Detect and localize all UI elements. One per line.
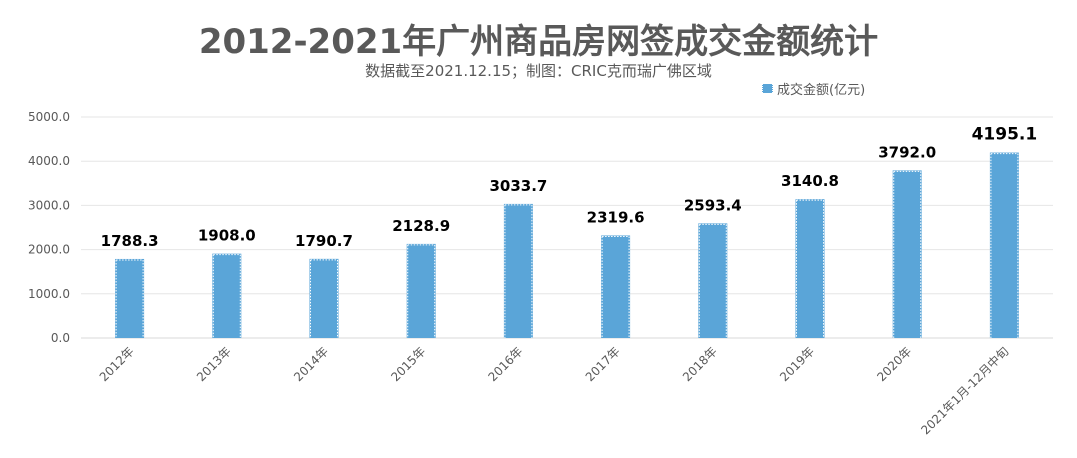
data-label: 1908.0 bbox=[198, 227, 256, 245]
chart-title: 2012-2021年广州商品房网签成交金额统计 bbox=[198, 22, 879, 62]
x-tick-label: 2014年 bbox=[291, 344, 331, 384]
bar bbox=[601, 235, 631, 338]
x-tick-label: 2015年 bbox=[388, 344, 428, 384]
data-label: 3033.7 bbox=[489, 177, 547, 195]
data-label: 2319.6 bbox=[587, 208, 645, 226]
x-tick-label: 2018年 bbox=[680, 344, 720, 384]
y-tick-label: 1000.0 bbox=[28, 287, 70, 301]
bar bbox=[309, 258, 339, 338]
legend-swatch bbox=[762, 84, 773, 93]
data-label: 4195.1 bbox=[972, 125, 1038, 145]
bar bbox=[503, 203, 533, 338]
chart-subtitle: 数据截至2021.12.15；制图：CRIC克而瑞广佛区域 bbox=[365, 62, 712, 80]
x-tick-label: 2021年1月-12月中旬 bbox=[918, 344, 1012, 438]
bar bbox=[989, 152, 1019, 338]
x-tick-label: 2020年 bbox=[874, 344, 914, 384]
bar bbox=[892, 170, 922, 338]
bar bbox=[795, 199, 825, 338]
x-tick-label: 2017年 bbox=[583, 344, 623, 384]
y-tick-label: 3000.0 bbox=[28, 198, 70, 212]
y-tick-label: 0.0 bbox=[51, 331, 70, 345]
data-label: 2128.9 bbox=[392, 217, 450, 235]
bar bbox=[698, 223, 728, 338]
chart-legend: 成交金额(亿元) bbox=[762, 79, 865, 98]
bar bbox=[212, 253, 242, 338]
x-tick-label: 2019年 bbox=[777, 344, 817, 384]
data-label: 3792.0 bbox=[878, 143, 936, 161]
x-tick-label: 2016年 bbox=[486, 344, 526, 384]
bar bbox=[406, 243, 436, 338]
y-tick-label: 2000.0 bbox=[28, 243, 70, 257]
data-label: 3140.8 bbox=[781, 172, 839, 190]
data-label: 2593.4 bbox=[684, 196, 742, 214]
data-label: 1790.7 bbox=[295, 232, 353, 250]
legend-label: 成交金额(亿元) bbox=[777, 83, 866, 98]
y-tick-label: 4000.0 bbox=[28, 154, 70, 168]
x-tick-label: 2013年 bbox=[194, 344, 234, 384]
bar bbox=[115, 258, 145, 338]
x-tick-label: 2012年 bbox=[97, 344, 137, 384]
data-label: 1788.3 bbox=[101, 232, 159, 250]
y-tick-label: 5000.0 bbox=[28, 110, 70, 124]
